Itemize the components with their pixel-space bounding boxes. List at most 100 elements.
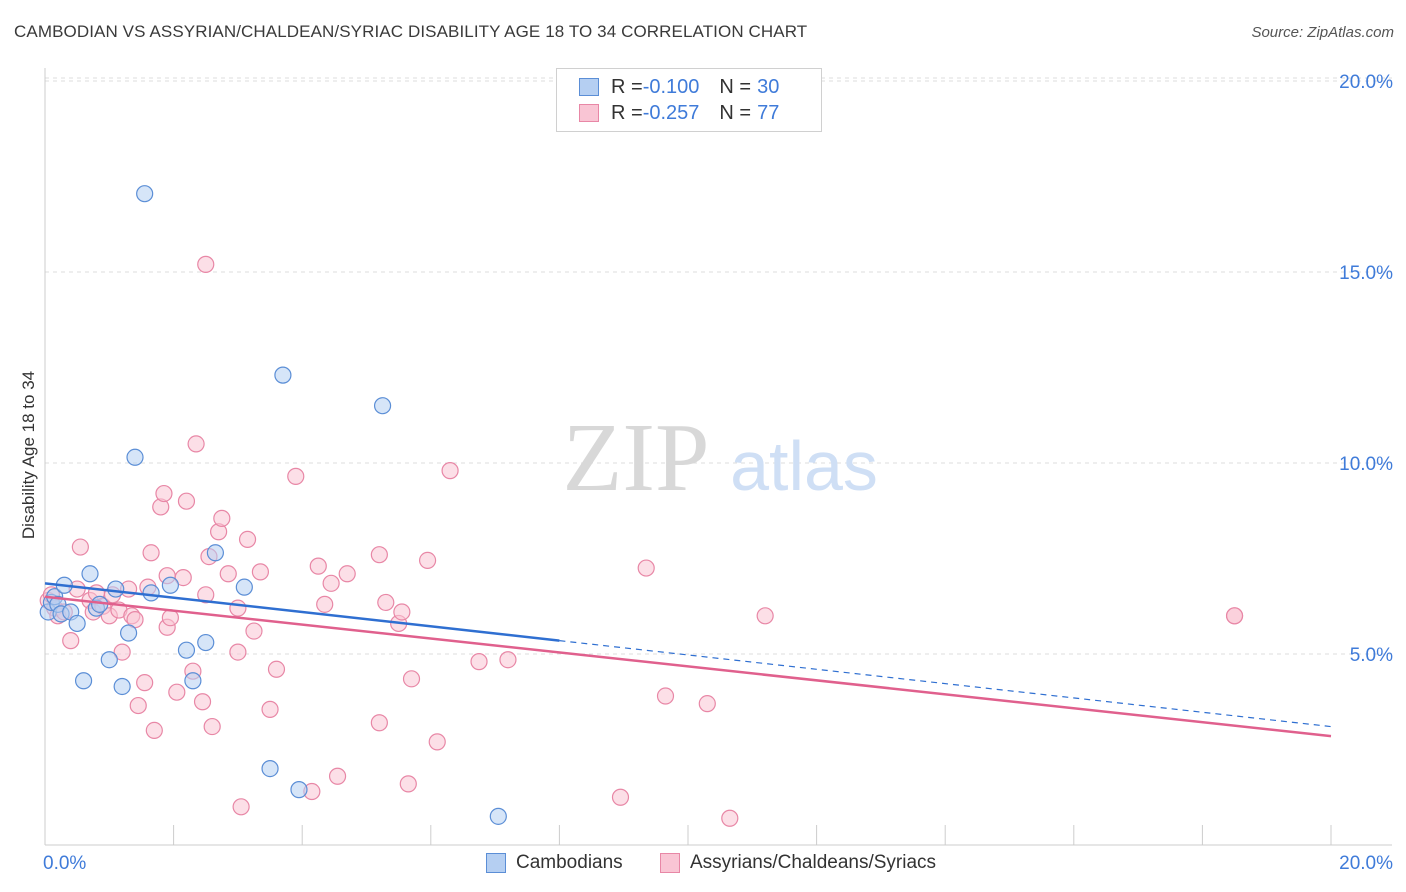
tick-labels: 5.0% 10.0% 15.0% 20.0% 0.0% 20.0% [43,72,1393,874]
trend-lines [44,582,1332,738]
watermark-atlas: atlas [730,427,878,505]
data-point-assyrians [129,696,147,715]
data-point-assyrians [470,653,488,671]
legend-row-cambodians: R = -0.100 N = 30 [579,75,779,99]
legend-row-assyrians: R = -0.257 N = 77 [579,101,779,125]
legend-swatch-blue [579,78,599,96]
stats-legend: R = -0.100 N = 30 R = -0.257 N = 77 [556,68,822,132]
data-point-assyrians [287,467,305,485]
data-point-assyrians [393,603,411,621]
data-point-cambodians [206,544,224,562]
legend-n-label: N = [719,101,752,124]
data-point-cambodians [136,185,154,203]
data-point-cambodians [68,614,86,633]
data-point-assyrians [229,599,247,617]
data-point-assyrians [399,775,417,793]
data-point-cambodians [184,672,202,690]
x-tick-label-max: 20.0% [1339,853,1393,874]
data-point-cambodians [235,578,253,596]
data-point-assyrians [322,574,340,592]
axes [44,68,1392,846]
y-tick-label: 10.0% [1339,454,1393,475]
data-point-assyrians [428,733,446,751]
data-point-assyrians [251,563,270,581]
data-point-assyrians [232,798,250,816]
data-point-cambodians [126,448,144,466]
data-point-assyrians [113,643,131,661]
legend-n-value: 30 [757,75,780,98]
trendline-assyrians [44,595,1332,738]
data-point-assyrians [309,557,327,575]
data-point-assyrians [261,700,279,718]
data-point-assyrians [136,674,154,692]
legend-r-value: -0.257 [642,101,700,124]
data-point-assyrians [187,435,205,453]
bottom-legend-cambodians: Cambodians [486,852,623,874]
data-point-assyrians [238,530,257,549]
data-point-assyrians [145,721,163,740]
data-point-cambodians [81,565,99,583]
data-point-cambodians [119,624,138,642]
data-points [39,185,1244,827]
data-point-cambodians [197,633,215,652]
bottom-legend-swatch-pink [660,853,680,873]
data-point-cambodians [113,677,131,696]
data-point-cambodians [177,641,196,659]
data-point-assyrians [370,714,388,732]
bottom-legend-label-cambodians: Cambodians [516,852,623,873]
data-point-cambodians [489,807,507,825]
data-point-cambodians [290,781,308,799]
data-point-assyrians [155,484,173,503]
data-point-assyrians [219,565,237,583]
data-point-assyrians [1225,607,1244,625]
legend-r-value: -0.100 [642,75,700,98]
data-point-cambodians [274,366,292,384]
data-point-assyrians [637,559,655,577]
data-point-assyrians [698,695,716,713]
source-label: Source: ZipAtlas.com [1251,24,1394,41]
bottom-legend-swatch-blue [486,853,506,873]
data-point-cambodians [261,759,279,778]
legend-n-value: 77 [757,101,780,124]
data-point-assyrians [756,607,774,625]
data-point-assyrians [499,651,517,669]
data-point-cambodians [142,584,160,602]
y-tick-label: 20.0% [1339,72,1393,93]
chart-title: CAMBODIAN VS ASSYRIAN/CHALDEAN/SYRIAC DI… [14,22,808,41]
watermark-zip: ZIP [563,404,710,512]
data-point-assyrians [197,255,215,273]
data-point-assyrians [177,492,196,510]
data-point-assyrians [656,687,675,705]
data-point-assyrians [142,544,160,562]
bottom-legend-label-assyrians: Assyrians/Chaldeans/Syriacs [690,852,937,873]
data-point-cambodians [161,576,179,594]
data-point-assyrians [229,643,247,661]
data-point-assyrians [418,551,437,570]
data-point-assyrians [174,568,192,587]
x-tick-label-min: 0.0% [43,853,86,874]
data-point-assyrians [370,546,388,564]
bottom-legend-assyrians: Assyrians/Chaldeans/Syriacs [660,852,936,874]
data-point-cambodians [100,651,118,669]
data-point-cambodians [107,580,125,598]
data-point-cambodians [74,672,93,690]
grid-lines [45,77,1392,655]
data-point-assyrians [377,593,395,612]
data-point-assyrians [168,683,186,701]
data-point-assyrians [62,632,80,650]
data-point-assyrians [402,670,421,688]
legend-swatch-pink [579,104,599,122]
data-point-assyrians [203,717,221,736]
y-tick-label: 5.0% [1350,645,1393,666]
y-tick-label: 15.0% [1339,263,1393,284]
data-point-assyrians [213,509,231,527]
trendline-cambodians-extension [559,640,1332,728]
data-point-assyrians [316,595,334,613]
data-point-assyrians [441,462,459,480]
data-point-assyrians [267,660,286,678]
data-point-assyrians [245,622,263,640]
legend-n-label: N = [719,75,752,98]
data-point-assyrians [338,565,356,583]
trendline-cambodians [44,582,560,642]
